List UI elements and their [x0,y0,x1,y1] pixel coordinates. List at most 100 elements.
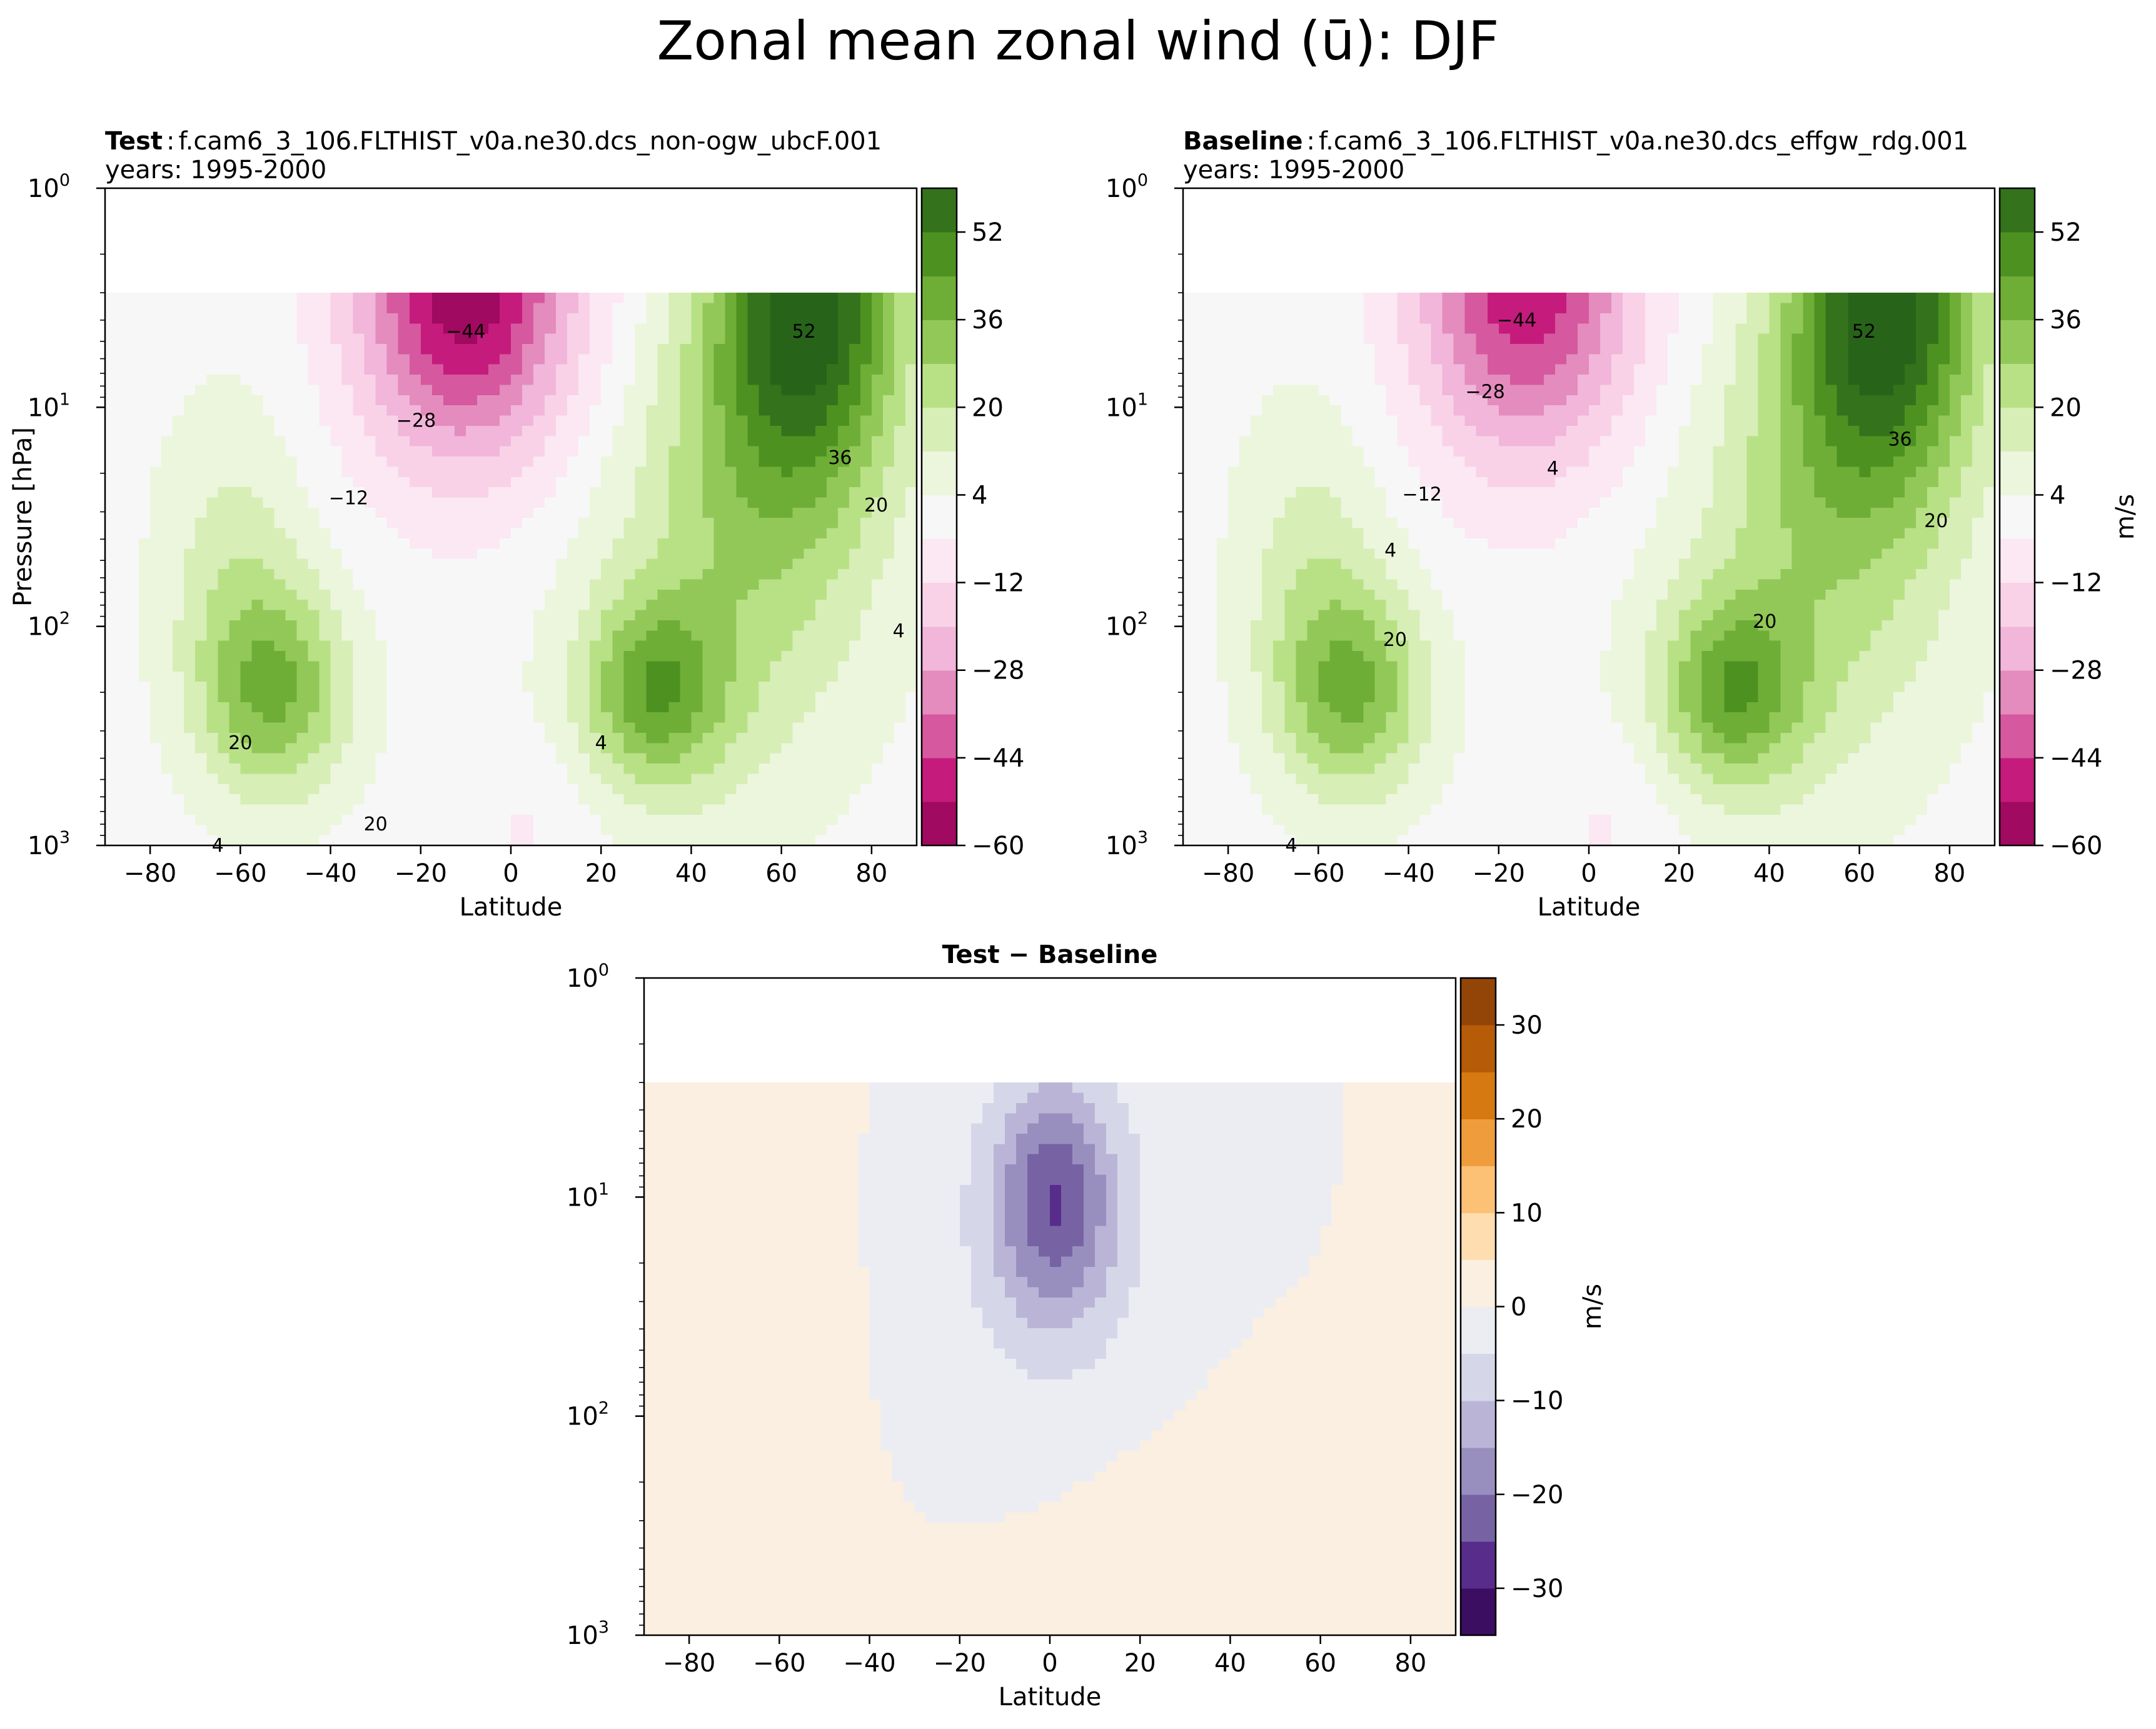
contour-label: −12 [1403,484,1442,506]
contour-label: −28 [396,410,436,432]
y-tick-label: 102 [1106,609,1148,642]
colorbar-tick-label: −20 [1511,1481,1563,1510]
contour-label: 20 [228,732,252,754]
colorbar-bin [1461,1259,1496,1308]
x-tick-label: 20 [1124,1649,1156,1678]
contour-label: 52 [792,321,816,343]
test-title-bold: Test [105,127,163,156]
colorbar-bin [1461,1166,1496,1213]
y-tick-label: 103 [567,1618,609,1650]
contour-label: 20 [364,814,388,835]
colorbar-bin [922,276,957,320]
colorbar-label: m/s [1578,1284,1607,1329]
x-tick-label: 20 [585,859,617,888]
colorbar-bin [2000,757,2035,802]
colorbar-tick-label: −10 [1511,1387,1563,1416]
colorbar-bin [2000,801,2035,846]
colorbar-bin [1461,1072,1496,1119]
x-tick-label: −20 [395,859,447,888]
contour-label: 4 [893,620,905,642]
baseline-panel: −80 −60 −40 −20 0 20 40 60 80 Latitude 100 101 102 10… [1106,127,2140,922]
contour-label: 4 [595,732,607,754]
colorbar-tick-label: 20 [1511,1105,1543,1134]
contour-label: 20 [1753,611,1776,633]
x-tick-label: 20 [1663,859,1695,888]
test-title: Test: f.cam6_3_106.FLTHIST_v0a.ne30.dcs_n… [105,127,882,156]
colorbar-bin [2000,188,2035,233]
colorbar-tick-label: −60 [2050,832,2102,860]
x-axis-label: Latitude [460,893,563,922]
colorbar-tick-label: 30 [1511,1011,1543,1040]
x-tick-label: −80 [1202,859,1254,888]
x-tick-label: −80 [124,859,176,888]
colorbar-tick-label: −60 [972,832,1024,860]
colorbar-bin [2000,670,2035,715]
x-tick-label: −60 [214,859,266,888]
colorbar-tick-label: 36 [2050,306,2082,335]
y-axis-label: Pressure [hPa] [9,427,38,607]
y-tick-label: 100 [28,171,70,203]
colorbar-bin [2000,407,2035,451]
baseline-field [1183,293,1995,846]
colorbar-bin [922,713,957,759]
test-subtitle: years: 1995-2000 [105,156,326,184]
colorbar-bin [2000,495,2035,540]
colorbar-bin [922,407,957,451]
colorbar-tick-label: 20 [972,393,1004,422]
test-panel: −80 −60 −40 −20 0 20 40 60 80 Latitude 100 101 102 10… [9,127,1024,922]
x-tick-label: 40 [1214,1649,1246,1678]
y-tick-label: 100 [1106,171,1148,203]
colorbar-bin [922,582,957,627]
colorbar-bin [922,495,957,540]
contour-label: 4 [212,835,224,857]
x-tick-label: 40 [675,859,707,888]
colorbar-bin [1461,1400,1496,1448]
y-tick-label: 102 [28,609,70,642]
y-tick-label: 103 [1106,828,1148,860]
colorbar-bin [922,320,957,364]
y-tick-label: 103 [28,828,70,860]
test-colorbar: 52 36 20 4 −12 −28 −44 −60 [920,187,1024,860]
colorbar-bin [922,670,957,715]
colorbar-tick-label: −44 [972,744,1024,773]
colorbar-bin [1461,1212,1496,1261]
colorbar-tick-label: −28 [2050,657,2102,685]
x-tick-label: −40 [843,1649,895,1678]
y-tick-label: 101 [28,390,70,422]
colorbar-tick-label: 36 [972,306,1004,335]
x-tick-label: −60 [753,1649,805,1678]
colorbar-tick-label: −44 [2050,744,2102,773]
colorbar-tick-label: 20 [2050,393,2082,422]
colorbar-tick-label: 52 [2050,218,2082,247]
x-tick-label: −40 [1382,859,1434,888]
contour-label: −44 [1497,310,1536,331]
colorbar-tick-label: 4 [2050,481,2065,510]
y-tick-label: 101 [1106,390,1148,422]
colorbar-bin [922,188,957,233]
colorbar-bin [2000,538,2035,583]
x-tick-label: −20 [934,1649,986,1678]
baseline-title-case: f.cam6_3_106.FLTHIST_v0a.ne30.dcs_effgw_… [1319,127,1968,156]
colorbar-bin [922,626,957,671]
colorbar-bin [1461,978,1496,1026]
x-tick-label: 80 [1394,1649,1426,1678]
diff-colorbar: 30 20 10 0 −10 −20 −30 m/s [1459,977,1607,1636]
contour-label: 4 [1286,835,1297,857]
x-tick-label: 0 [1581,859,1596,888]
test-field [105,293,917,846]
colorbar-tick-label: 4 [972,481,987,510]
colorbar-bin [1461,1025,1496,1072]
contour-label: −44 [446,321,485,343]
contour-label: 36 [828,447,852,469]
baseline-title: Baseline: f.cam6_3_106.FLTHIST_v0a.ne30.d… [1183,127,1968,156]
x-tick-label: −20 [1473,859,1525,888]
x-tick-label: 0 [503,859,518,888]
colorbar-bin [1461,1588,1496,1636]
test-title-sep: : [166,127,174,156]
colorbar-bin [2000,626,2035,671]
baseline-title-bold: Baseline [1183,127,1302,156]
x-tick-label: 60 [765,859,797,888]
colorbar-bin [922,757,957,802]
colorbar-bin [2000,232,2035,276]
